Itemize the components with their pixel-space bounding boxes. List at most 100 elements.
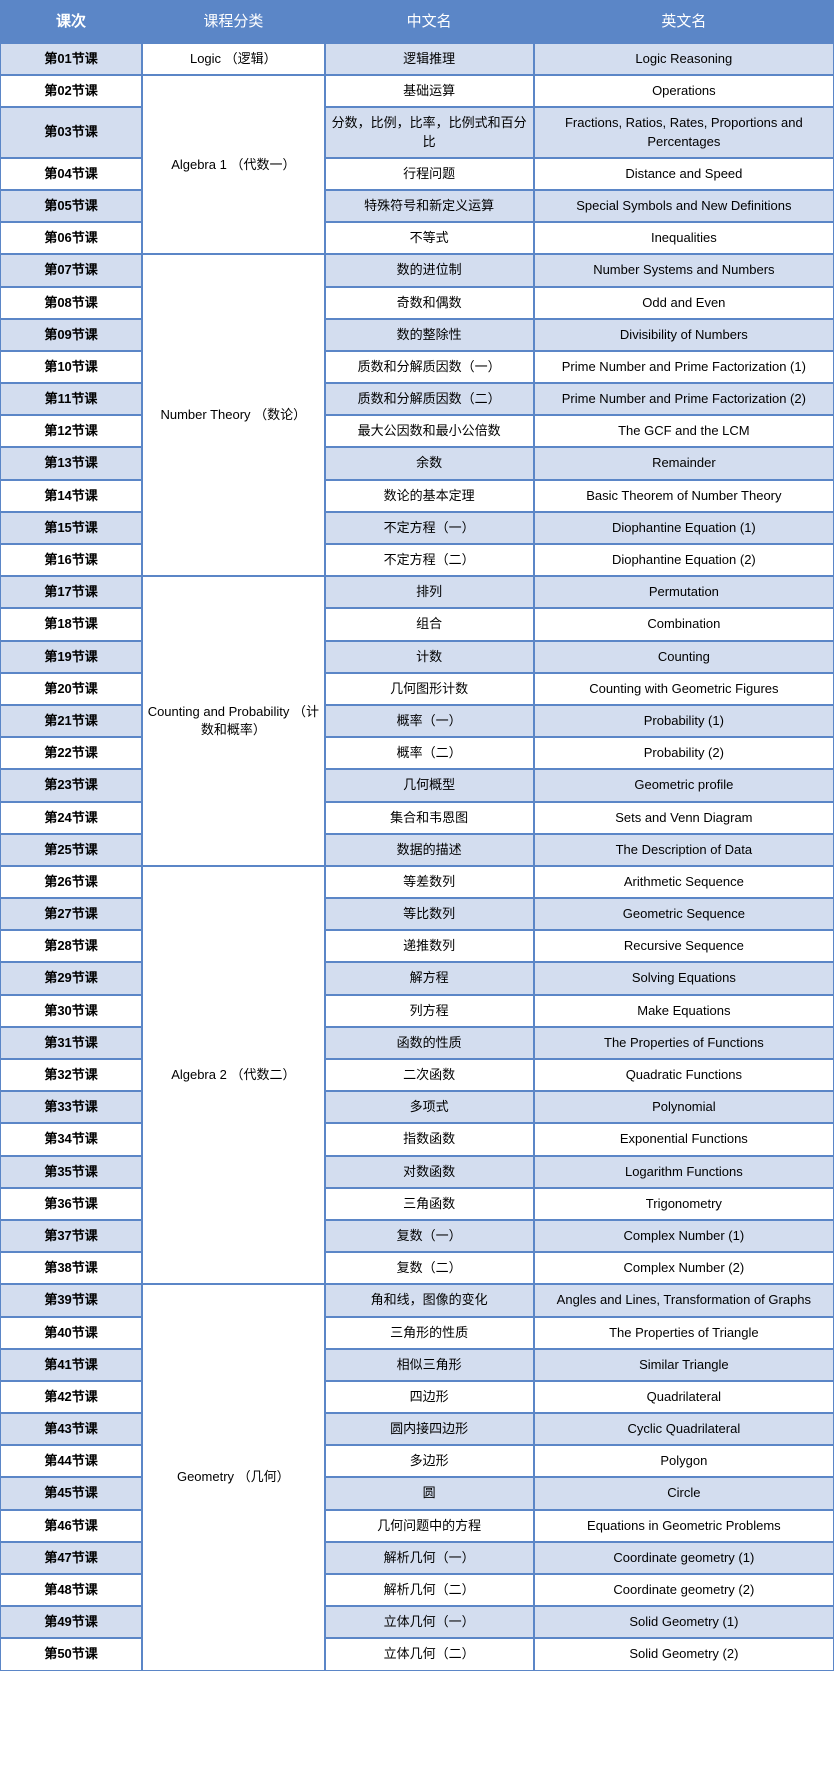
table-row: 第09节课数的整除性Divisibility of Numbers (0, 319, 834, 351)
lesson-cell: 第09节课 (0, 319, 142, 351)
cn-cell: 不定方程（一） (325, 512, 534, 544)
en-cell: Make Equations (534, 995, 834, 1027)
en-cell: Recursive Sequence (534, 930, 834, 962)
cn-cell: 解析几何（一） (325, 1542, 534, 1574)
lesson-cell: 第48节课 (0, 1574, 142, 1606)
table-row: 第05节课 特殊符号和新定义运算Special Symbols and New D… (0, 190, 834, 222)
en-cell: Circle (534, 1477, 834, 1509)
cn-cell: 列方程 (325, 995, 534, 1027)
cn-cell: 质数和分解质因数（一） (325, 351, 534, 383)
table-row: 第42节课四边形Quadrilateral (0, 1381, 834, 1413)
col-category: 课程分类 (142, 0, 324, 43)
cn-cell: 多边形 (325, 1445, 534, 1477)
cn-cell: 等比数列 (325, 898, 534, 930)
table-row: 第17节课Counting and Probability （计数和概率）排列P… (0, 576, 834, 608)
category-cell: Algebra 2 （代数二） (142, 866, 324, 1284)
cn-cell: 等差数列 (325, 866, 534, 898)
table-row: 第21节课概率（一）Probability (1) (0, 705, 834, 737)
en-cell: Diophantine Equation (1) (534, 512, 834, 544)
table-row: 第07节课Number Theory （数论）数的进位制Number Syste… (0, 254, 834, 286)
lesson-cell: 第26节课 (0, 866, 142, 898)
cn-cell: 余数 (325, 447, 534, 479)
en-cell: Basic Theorem of Number Theory (534, 480, 834, 512)
lesson-cell: 第36节课 (0, 1188, 142, 1220)
table-row: 第28节课递推数列Recursive Sequence (0, 930, 834, 962)
table-row: 第35节课对数函数Logarithm Functions (0, 1156, 834, 1188)
course-table: 课次 课程分类 中文名 英文名 第01节课Logic （逻辑）逻辑推理Logic… (0, 0, 834, 1671)
en-cell: Fractions, Ratios, Rates, Proportions an… (534, 107, 834, 157)
en-cell: Complex Number (1) (534, 1220, 834, 1252)
lesson-cell: 第40节课 (0, 1317, 142, 1349)
col-cn: 中文名 (325, 0, 534, 43)
en-cell: Angles and Lines, Transformation of Grap… (534, 1284, 834, 1316)
cn-cell: 计数 (325, 641, 534, 673)
lesson-cell: 第45节课 (0, 1477, 142, 1509)
cn-cell: 数的整除性 (325, 319, 534, 351)
en-cell: The GCF and the LCM (534, 415, 834, 447)
table-row: 第30节课列方程Make Equations (0, 995, 834, 1027)
cn-cell: 不定方程（二） (325, 544, 534, 576)
lesson-cell: 第42节课 (0, 1381, 142, 1413)
table-row: 第12节课最大公因数和最小公倍数The GCF and the LCM (0, 415, 834, 447)
lesson-cell: 第35节课 (0, 1156, 142, 1188)
table-body: 第01节课Logic （逻辑）逻辑推理Logic Reasoning第02节课A… (0, 43, 834, 1671)
en-cell: Distance and Speed (534, 158, 834, 190)
table-row: 第29节课解方程Solving Equations (0, 962, 834, 994)
lesson-cell: 第46节课 (0, 1510, 142, 1542)
lesson-cell: 第49节课 (0, 1606, 142, 1638)
table-row: 第37节课复数（一）Complex Number (1) (0, 1220, 834, 1252)
en-cell: Geometric profile (534, 769, 834, 801)
cn-cell: 数的进位制 (325, 254, 534, 286)
en-cell: Arithmetic Sequence (534, 866, 834, 898)
cn-cell: 角和线，图像的变化 (325, 1284, 534, 1316)
cn-cell: 立体几何（二） (325, 1638, 534, 1670)
cn-cell: 四边形 (325, 1381, 534, 1413)
lesson-cell: 第43节课 (0, 1413, 142, 1445)
cn-cell: 复数（二） (325, 1252, 534, 1284)
category-cell: Counting and Probability （计数和概率） (142, 576, 324, 866)
lesson-cell: 第39节课 (0, 1284, 142, 1316)
lesson-cell: 第20节课 (0, 673, 142, 705)
lesson-cell: 第11节课 (0, 383, 142, 415)
lesson-cell: 第34节课 (0, 1123, 142, 1155)
en-cell: Solid Geometry (2) (534, 1638, 834, 1670)
table-row: 第32节课二次函数Quadratic Functions (0, 1059, 834, 1091)
table-row: 第47节课 解析几何（一）Coordinate geometry (1) (0, 1542, 834, 1574)
table-row: 第33节课多项式Polynomial (0, 1091, 834, 1123)
en-cell: Coordinate geometry (1) (534, 1542, 834, 1574)
table-row: 第39节课Geometry （几何）角和线，图像的变化Angles and Li… (0, 1284, 834, 1316)
col-lesson: 课次 (0, 0, 142, 43)
table-row: 第20节课几何图形计数Counting with Geometric Figur… (0, 673, 834, 705)
table-row: 第13节课余数Remainder (0, 447, 834, 479)
en-cell: Trigonometry (534, 1188, 834, 1220)
lesson-cell: 第15节课 (0, 512, 142, 544)
table-row: 第49节课立体几何（一）Solid Geometry (1) (0, 1606, 834, 1638)
lesson-cell: 第47节课 (0, 1542, 142, 1574)
lesson-cell: 第06节课 (0, 222, 142, 254)
en-cell: Inequalities (534, 222, 834, 254)
lesson-cell: 第41节课 (0, 1349, 142, 1381)
table-row: 第02节课Algebra 1 （代数一）基础运算Operations (0, 75, 834, 107)
cn-cell: 逻辑推理 (325, 43, 534, 75)
lesson-cell: 第44节课 (0, 1445, 142, 1477)
table-row: 第50节课立体几何（二）Solid Geometry (2) (0, 1638, 834, 1670)
en-cell: Probability (2) (534, 737, 834, 769)
en-cell: Special Symbols and New Definitions (534, 190, 834, 222)
en-cell: Logic Reasoning (534, 43, 834, 75)
en-cell: Cyclic Quadrilateral (534, 1413, 834, 1445)
table-row: 第31节课函数的性质The Properties of Functions (0, 1027, 834, 1059)
lesson-cell: 第05节课 (0, 190, 142, 222)
cn-cell: 数论的基本定理 (325, 480, 534, 512)
lesson-cell: 第23节课 (0, 769, 142, 801)
en-cell: Equations in Geometric Problems (534, 1510, 834, 1542)
en-cell: Similar Triangle (534, 1349, 834, 1381)
en-cell: Polygon (534, 1445, 834, 1477)
cn-cell: 集合和韦恩图 (325, 802, 534, 834)
lesson-cell: 第04节课 (0, 158, 142, 190)
lesson-cell: 第29节课 (0, 962, 142, 994)
lesson-cell: 第22节课 (0, 737, 142, 769)
category-cell: Algebra 1 （代数一） (142, 75, 324, 254)
cn-cell: 特殊符号和新定义运算 (325, 190, 534, 222)
cn-cell: 相似三角形 (325, 1349, 534, 1381)
cn-cell: 三角函数 (325, 1188, 534, 1220)
